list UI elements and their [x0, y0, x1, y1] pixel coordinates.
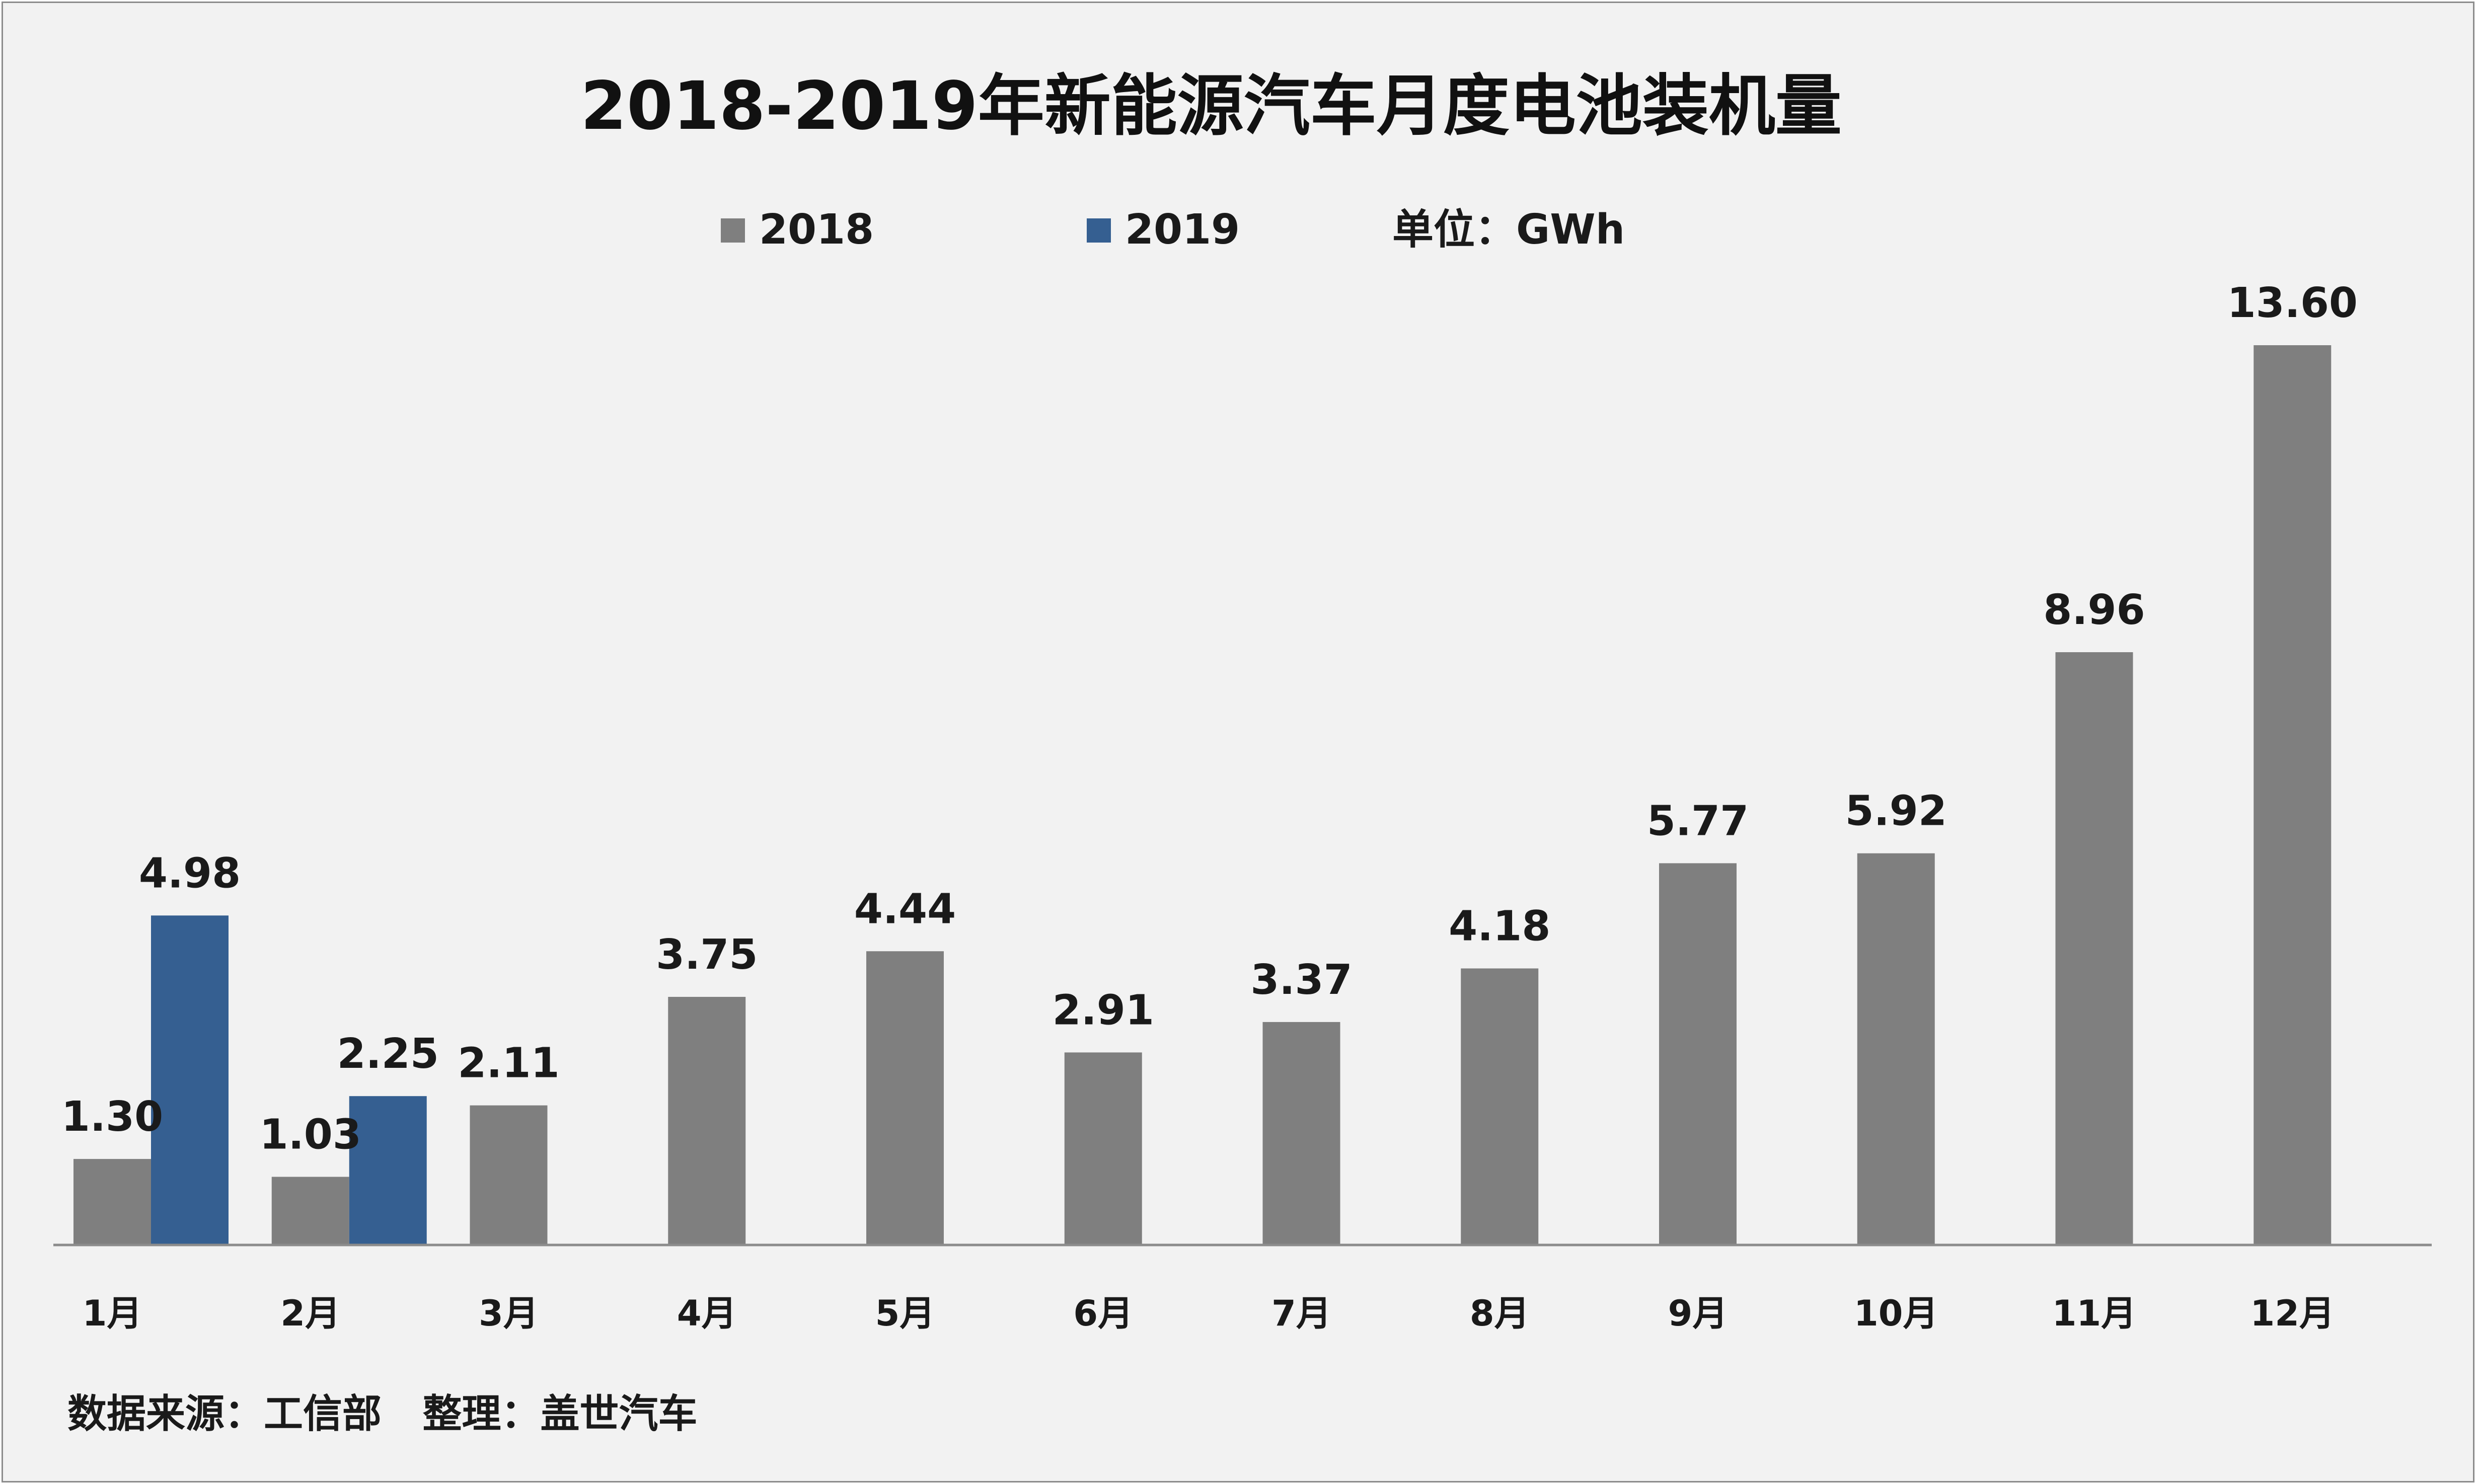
value-label-2018-11: 8.96	[2043, 586, 2145, 634]
bar-2018-2	[271, 1177, 349, 1245]
x-tick-label-5: 5月	[875, 1293, 935, 1334]
value-label-2018-3: 2.11	[458, 1040, 559, 1087]
chart-title: 2018-2019年新能源汽车月度电池装机量	[580, 67, 1842, 145]
bar-2018-9	[1659, 863, 1737, 1245]
x-tick-label-11: 11月	[2052, 1293, 2136, 1334]
bar-2018-12	[2254, 345, 2332, 1245]
x-tick-label-10: 10月	[1854, 1293, 1938, 1334]
value-label-2019-2: 2.25	[337, 1030, 439, 1078]
value-label-2019-1: 4.98	[139, 849, 241, 897]
x-tick-label-4: 4月	[677, 1293, 737, 1334]
value-label-2018-1: 1.30	[61, 1093, 163, 1141]
bar-2018-10	[1857, 853, 1935, 1245]
value-label-2018-10: 5.92	[1845, 788, 1947, 835]
x-tick-label-7: 7月	[1271, 1293, 1331, 1334]
value-label-2018-9: 5.77	[1647, 797, 1749, 845]
legend-swatch-2019	[1087, 218, 1111, 243]
unit-label: 单位：GWh	[1392, 206, 1625, 254]
x-tick-label-9: 9月	[1668, 1293, 1728, 1334]
bar-2018-7	[1262, 1022, 1340, 1245]
bar-2018-6	[1064, 1052, 1142, 1245]
value-label-2018-4: 3.75	[656, 931, 758, 979]
bars-layer	[73, 345, 2332, 1245]
x-tick-label-2: 2月	[280, 1293, 340, 1334]
bar-2019-1	[151, 915, 229, 1245]
bar-2018-4	[668, 996, 746, 1245]
x-tick-label-8: 8月	[1470, 1293, 1530, 1334]
x-tick-label-1: 1月	[83, 1293, 142, 1334]
legend-label-2019: 2019	[1125, 206, 1240, 254]
source-note: 数据来源：工信部 整理：盖世汽车	[67, 1391, 697, 1437]
legend: 2018 2019 单位：GWh	[721, 206, 1625, 254]
bar-2018-11	[2055, 652, 2133, 1245]
x-axis-tick-labels: 1月 2月 3月 4月 5月 6月 7月 8月 9月 10月 11月 12月	[83, 1293, 2335, 1334]
value-label-2018-12: 13.60	[2227, 279, 2358, 327]
legend-label-2018: 2018	[759, 206, 874, 254]
value-label-2018-8: 4.18	[1449, 902, 1550, 950]
bar-2018-8	[1461, 968, 1539, 1245]
legend-swatch-2018	[721, 218, 745, 243]
bar-2018-5	[866, 951, 944, 1245]
value-label-2018-6: 2.91	[1053, 986, 1154, 1034]
value-label-2018-2: 1.03	[260, 1111, 361, 1159]
chart-svg: 2018-2019年新能源汽车月度电池装机量 2018 2019 单位：GWh …	[53, 67, 2432, 1437]
value-labels-layer: 1.30 4.98 1.03 2.25 2.11 3.75 4.44 2.91 3.37 4.18…	[61, 279, 2358, 1159]
x-tick-label-12: 12月	[2250, 1293, 2335, 1334]
bar-2019-2	[349, 1096, 427, 1245]
bar-2018-1	[73, 1159, 151, 1245]
value-label-2018-7: 3.37	[1250, 956, 1352, 1004]
value-label-2018-5: 4.44	[854, 885, 956, 933]
x-tick-label-6: 6月	[1073, 1293, 1133, 1334]
bar-2018-3	[470, 1105, 548, 1245]
x-tick-label-3: 3月	[479, 1293, 539, 1334]
